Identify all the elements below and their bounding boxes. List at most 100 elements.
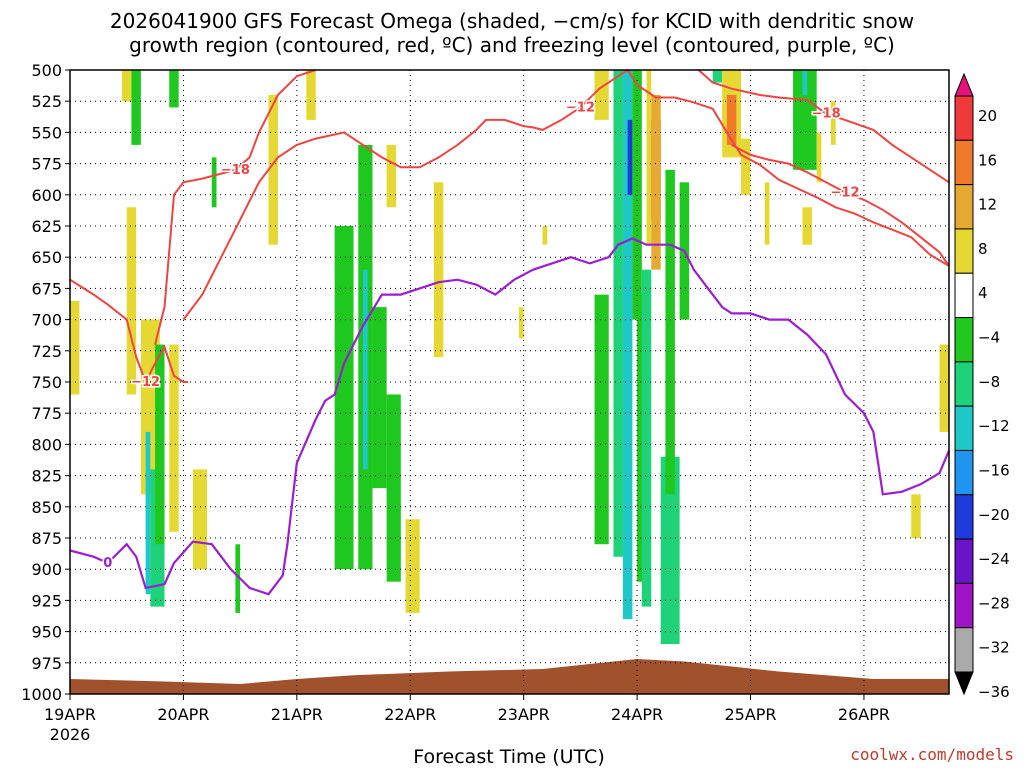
omega-cell-27 xyxy=(613,70,623,557)
omega-cell-17 xyxy=(363,269,368,470)
y-tick-label-19: 975 xyxy=(31,654,62,673)
chart-title-line1: 2026041900 GFS Forecast Omega (shaded, −… xyxy=(110,9,914,33)
omega-cell-35 xyxy=(651,94,661,270)
omega-shading-layer xyxy=(70,70,949,645)
omega-cell-28 xyxy=(622,70,633,620)
omega-cell-0 xyxy=(70,300,80,395)
colorbar: 20 16 12 8 4 −4 −8 −12 −16 −20 −24 −28 −32 −36 xyxy=(954,72,1010,701)
x-tick-label-1: 20APR xyxy=(157,705,209,724)
x-tick-label-4: 23APR xyxy=(498,705,550,724)
colorbar-box-0 xyxy=(954,95,974,141)
omega-cell-24 xyxy=(542,226,548,245)
y-tick-label-4: 600 xyxy=(31,186,62,205)
dgz-contour-1-label: −18 xyxy=(221,163,250,178)
colorbar-label-2: 12 xyxy=(978,196,997,214)
surface-terrain xyxy=(70,659,949,694)
freezing-level-contour-label: 0 xyxy=(103,556,112,571)
omega-cell-25 xyxy=(594,70,609,120)
dgz-contour-3 xyxy=(697,69,950,184)
omega-cell-15 xyxy=(334,226,354,570)
y-tick-label-20: 1000 xyxy=(21,685,62,704)
dgz-contour-4-label: −12 xyxy=(831,185,860,200)
omega-cell-32 xyxy=(641,269,652,607)
omega-cell-22 xyxy=(433,182,444,358)
dgz-contour-0-label: −12 xyxy=(131,375,160,390)
omega-cell-10 xyxy=(211,157,217,208)
colorbar-box-2 xyxy=(954,184,974,230)
colorbar-label-9: −20 xyxy=(978,506,1010,524)
y-tick-label-10: 750 xyxy=(31,373,62,392)
x-axis-label: Forecast Time (UTC) xyxy=(413,746,604,768)
omega-cell-11 xyxy=(192,469,208,570)
omega-cell-46 xyxy=(816,132,822,183)
y-axis: 500 525 550 575 600 625 650 675 700 725 750 775 800 8… xyxy=(21,61,70,704)
dgz-contour-2-label: −12 xyxy=(566,100,595,115)
colorbar-top-triangle xyxy=(954,72,974,97)
colorbar-label-5: −4 xyxy=(978,329,1000,347)
omega-cell-29 xyxy=(627,119,633,195)
omega-cell-42 xyxy=(741,138,751,195)
omega-cell-45 xyxy=(802,70,808,95)
colorbar-box-8 xyxy=(954,449,974,496)
y-tick-label-9: 725 xyxy=(31,342,62,361)
colorbar-box-10 xyxy=(954,538,974,584)
x-tick-label-7: 26APR xyxy=(838,705,890,724)
omega-cell-48 xyxy=(802,207,812,245)
omega-cell-23 xyxy=(518,307,524,339)
omega-cell-3 xyxy=(131,70,141,145)
colorbar-box-1 xyxy=(954,139,974,186)
y-tick-label-2: 550 xyxy=(31,123,62,142)
surface-layer xyxy=(70,659,949,694)
omega-cell-41 xyxy=(726,94,737,145)
colorbar-box-9 xyxy=(954,494,974,540)
omega-cell-19 xyxy=(386,394,401,582)
y-tick-label-1: 525 xyxy=(31,92,62,111)
colorbar-bottom-triangle xyxy=(954,671,974,696)
dgz-contour-4 xyxy=(731,144,950,267)
x-tick-label-3: 22APR xyxy=(384,705,436,724)
x-tick-label-6: 25APR xyxy=(724,705,776,724)
omega-cell-8 xyxy=(169,70,179,108)
y-tick-label-15: 875 xyxy=(31,529,62,548)
y-tick-label-13: 825 xyxy=(31,467,62,486)
omega-cell-13 xyxy=(268,94,278,245)
y-tick-label-14: 850 xyxy=(31,498,62,517)
y-tick-label-7: 675 xyxy=(31,279,62,298)
omega-cell-12 xyxy=(235,544,241,613)
omega-cell-49 xyxy=(911,494,921,538)
x-tick-label-0: 19APR xyxy=(44,705,96,724)
omega-cell-5 xyxy=(145,431,151,595)
x-tick-label-2: 21APR xyxy=(271,705,323,724)
colorbar-label-7: −12 xyxy=(978,417,1010,435)
colorbar-box-6 xyxy=(954,361,974,407)
colorbar-label-3: 8 xyxy=(978,240,988,258)
omega-cell-7 xyxy=(155,344,165,545)
dgz-contour-3-label: −18 xyxy=(812,107,841,122)
omega-cell-37 xyxy=(665,169,675,495)
x-start-year: 2026 xyxy=(50,725,91,744)
colorbar-box-7 xyxy=(954,405,974,451)
y-tick-label-11: 775 xyxy=(31,404,62,423)
y-tick-label-6: 650 xyxy=(31,248,62,267)
credit-text: coolwx.com/models xyxy=(850,745,1014,764)
contour-layer: −12 −18 −12 −18 −12 0 xyxy=(69,68,951,596)
omega-cell-9 xyxy=(169,344,179,532)
colorbar-label-6: −8 xyxy=(978,373,1000,391)
omega-cell-18 xyxy=(372,307,387,489)
y-tick-label-3: 575 xyxy=(31,155,62,174)
colorbar-box-3 xyxy=(954,228,974,274)
colorbar-label-0: 20 xyxy=(978,107,997,125)
freezing-level-contour xyxy=(69,237,951,596)
y-tick-label-17: 925 xyxy=(31,591,62,610)
colorbar-label-12: −32 xyxy=(978,639,1010,657)
dgz-contour-0 xyxy=(69,278,189,385)
omega-cell-36 xyxy=(660,456,680,645)
omega-cell-26 xyxy=(594,294,609,545)
omega-cell-14 xyxy=(306,70,316,120)
omega-cell-44 xyxy=(793,70,817,170)
omega-cell-30 xyxy=(632,70,642,320)
omega-cell-43 xyxy=(764,182,770,245)
y-tick-label-12: 800 xyxy=(31,435,62,454)
colorbar-label-13: −36 xyxy=(978,683,1010,701)
